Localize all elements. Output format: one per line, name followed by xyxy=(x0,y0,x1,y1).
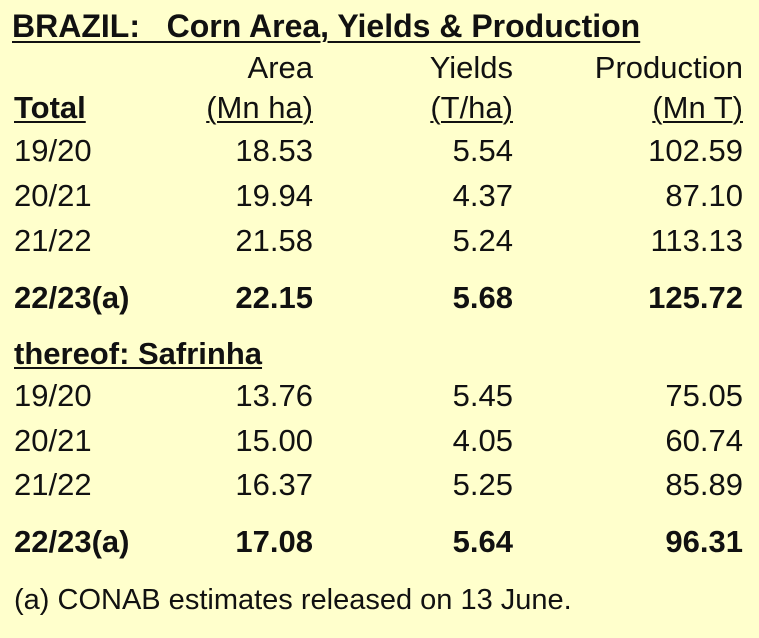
unit-area: (Mn ha) xyxy=(206,90,313,125)
section-label-total: Total xyxy=(14,90,86,125)
season-cell: 20/21 xyxy=(14,423,92,458)
unit-yields: (T/ha) xyxy=(430,90,513,125)
area-cell: 22.15 xyxy=(235,280,313,315)
season-cell: 21/22 xyxy=(14,223,92,258)
season-cell: 19/20 xyxy=(14,378,92,413)
production-cell: 60.74 xyxy=(665,423,743,458)
yields-cell: 4.37 xyxy=(452,178,513,213)
production-cell: 87.10 xyxy=(665,178,743,213)
header-area: Area xyxy=(247,50,313,85)
area-cell: 16.37 xyxy=(235,467,313,502)
production-cell: 113.13 xyxy=(650,223,743,258)
header-yields: Yields xyxy=(429,50,513,85)
production-cell: 102.59 xyxy=(648,133,743,168)
section-label-safrinha: thereof: Safrinha xyxy=(14,336,263,371)
yields-cell: 5.45 xyxy=(452,378,513,413)
yields-cell: 5.25 xyxy=(452,467,513,502)
season-cell: 19/20 xyxy=(14,133,92,168)
production-cell: 125.72 xyxy=(648,280,743,315)
production-cell: 85.89 xyxy=(665,467,743,502)
yields-cell: 4.05 xyxy=(452,423,513,458)
yields-cell: 5.54 xyxy=(452,133,513,168)
season-cell: 20/21 xyxy=(14,178,92,213)
area-cell: 18.53 xyxy=(235,133,313,168)
area-cell: 15.00 xyxy=(235,423,313,458)
yields-cell: 5.64 xyxy=(452,524,513,559)
table-title: BRAZIL: Corn Area, Yields & Production xyxy=(12,8,641,44)
production-cell: 75.05 xyxy=(665,378,743,413)
area-cell: 19.94 xyxy=(235,178,313,213)
area-cell: 13.76 xyxy=(235,378,313,413)
unit-production: (Mn T) xyxy=(652,90,743,125)
footnote: (a) CONAB estimates released on 13 June. xyxy=(14,584,572,616)
season-cell: 22/23(a) xyxy=(14,524,130,559)
yields-cell: 5.24 xyxy=(452,223,513,258)
production-cell: 96.31 xyxy=(665,524,743,559)
season-cell: 22/23(a) xyxy=(14,280,130,315)
yields-cell: 5.68 xyxy=(452,280,513,315)
area-cell: 21.58 xyxy=(235,223,313,258)
season-cell: 21/22 xyxy=(14,467,92,502)
header-production: Production xyxy=(594,50,743,85)
area-cell: 17.08 xyxy=(235,524,313,559)
